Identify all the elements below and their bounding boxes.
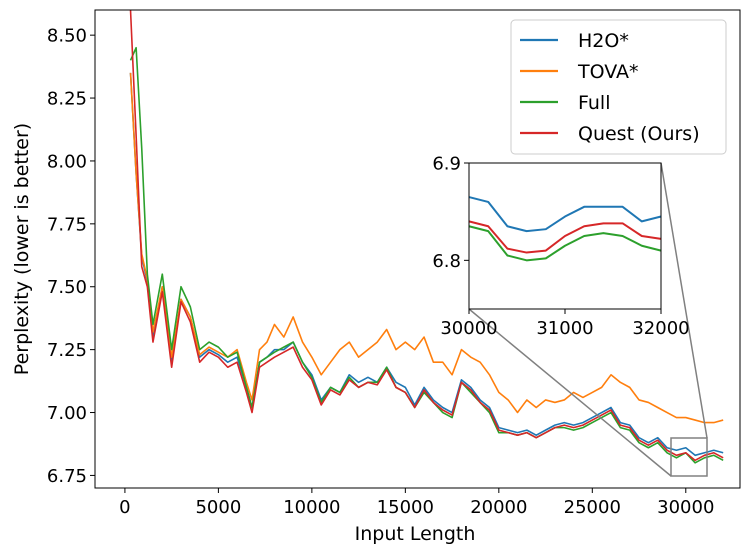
inset-y-tick-label: 6.8 (432, 251, 461, 272)
main-plot-series (129, 9, 724, 464)
main-x-tick-label: 30000 (657, 497, 714, 518)
zoom-connector-bottom (468, 308, 672, 477)
main-y-tick-label: 7.00 (47, 403, 87, 424)
main-x-tick-label: 5000 (195, 497, 241, 518)
main-y-tick-label: 7.25 (47, 340, 87, 361)
main-plot-axes: 0 5000 10000 15000 20000 25000 30000 6.75 7.00 7.… (47, 26, 714, 518)
main-series-line-tova (129, 72, 724, 424)
main-y-tick-label: 7.50 (47, 277, 87, 298)
main-y-tick-label: 8.25 (47, 89, 87, 110)
legend-label-tova: TOVA* (577, 61, 639, 83)
main-x-tick-label: 20000 (470, 497, 527, 518)
inset-series-line-full (468, 225, 662, 262)
main-series-line-quest-ours (129, 9, 724, 462)
inset-frame (468, 162, 662, 310)
legend-label-full: Full (578, 92, 611, 114)
legend: H2O* TOVA* Full Quest (Ours) (510, 19, 727, 155)
legend-label-quest: Quest (Ours) (578, 123, 700, 145)
y-axis-title: Perplexity (lower is better) (11, 123, 33, 375)
main-y-tick-label: 8.00 (47, 151, 87, 172)
inset-plot-series (468, 196, 662, 262)
inset-series-line-h2o (468, 196, 662, 233)
main-x-tick-label: 15000 (377, 497, 434, 518)
main-y-tick-label: 6.75 (47, 466, 87, 487)
main-x-tick-label: 25000 (564, 497, 621, 518)
main-x-tick-label: 0 (119, 497, 130, 518)
inset-plot-axes: 30000 31000 32000 6.8 6.9 (432, 153, 689, 339)
x-axis-title: Input Length (355, 523, 476, 545)
inset-x-tick-label: 32000 (632, 318, 689, 339)
main-y-tick-label: 7.75 (47, 214, 87, 235)
zoom-connector-top (660, 162, 708, 439)
main-y-tick-label: 8.50 (47, 26, 87, 47)
main-series-line-h2o (129, 72, 724, 457)
inset-x-tick-label: 30000 (440, 318, 497, 339)
legend-label-h2o: H2O* (578, 30, 629, 52)
inset-y-tick-label: 6.9 (432, 153, 461, 174)
inset-series-line-quest-ours (468, 220, 662, 254)
legend-box (510, 19, 727, 155)
main-x-tick-label: 10000 (283, 497, 340, 518)
main-plot-frame (94, 9, 741, 489)
zoom-region-box (670, 437, 708, 477)
inset-x-tick-label: 31000 (536, 318, 593, 339)
